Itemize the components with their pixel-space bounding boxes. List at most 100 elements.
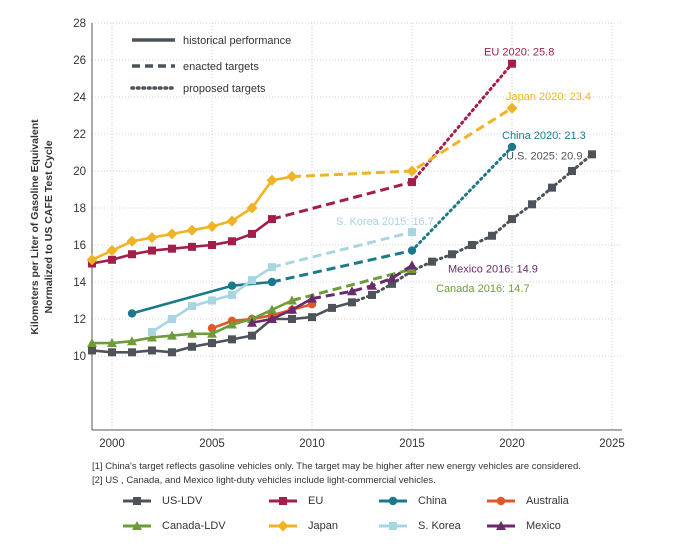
data-point xyxy=(106,245,118,257)
style-key-solid-label: historical performance xyxy=(183,35,291,47)
data-point xyxy=(247,317,257,327)
data-point xyxy=(248,276,256,285)
data-point xyxy=(286,171,298,183)
data-point xyxy=(267,277,277,287)
annotation-label: Canada 2016: 14.7 xyxy=(436,283,530,295)
data-point xyxy=(208,296,216,305)
data-point xyxy=(448,250,456,259)
data-point xyxy=(428,257,436,266)
data-point xyxy=(207,328,217,338)
x-tick-label: 2010 xyxy=(299,438,325,450)
data-point xyxy=(468,241,476,249)
data-point xyxy=(167,330,177,340)
annotation-label: Japan 2020: 23.4 xyxy=(506,91,591,103)
data-point xyxy=(227,319,237,329)
data-point xyxy=(128,348,136,357)
data-point xyxy=(268,263,276,272)
data-point xyxy=(208,241,216,249)
data-point xyxy=(168,315,176,323)
data-point xyxy=(108,348,116,357)
x-tick-label: 2020 xyxy=(499,438,525,450)
y-tick-label: 20 xyxy=(73,166,86,178)
data-point xyxy=(246,202,258,214)
y-tick-label: 28 xyxy=(73,18,86,30)
y-tick-label: 12 xyxy=(73,314,86,326)
data-point xyxy=(248,331,256,340)
annotation-label: China 2020: 21.3 xyxy=(502,130,586,142)
y-axis-subtitle: Normalized to US CAFE Test Cycle xyxy=(43,140,55,313)
annotation-label: EU 2020: 25.8 xyxy=(484,47,554,59)
x-tick-label: 2005 xyxy=(199,438,225,450)
series-line-solid xyxy=(251,297,313,324)
data-point xyxy=(248,229,256,238)
data-point xyxy=(228,290,236,299)
y-tick-label: 26 xyxy=(73,55,86,67)
data-point xyxy=(166,228,178,240)
x-tick-label: 2025 xyxy=(599,438,625,450)
y-tick-label: 22 xyxy=(73,129,86,141)
data-point xyxy=(528,200,536,209)
footnote-2: [2] US , Canada, and Mexico light-duty v… xyxy=(92,475,436,486)
data-point xyxy=(168,244,176,253)
data-point xyxy=(588,150,596,159)
data-point xyxy=(368,290,376,299)
data-point xyxy=(507,142,517,152)
data-point xyxy=(88,346,96,355)
data-point xyxy=(387,273,397,283)
data-point xyxy=(188,342,196,351)
data-point xyxy=(188,242,196,251)
series-line-dotted xyxy=(410,145,514,253)
y-tick-label: 16 xyxy=(73,240,86,252)
data-point xyxy=(146,232,158,244)
data-point xyxy=(148,346,156,355)
data-point xyxy=(127,336,137,346)
data-point xyxy=(308,313,316,322)
data-point xyxy=(126,235,138,247)
data-point xyxy=(508,59,516,68)
data-point xyxy=(228,237,236,246)
data-point xyxy=(148,246,156,255)
data-point xyxy=(127,309,137,318)
data-point xyxy=(228,335,236,344)
data-point xyxy=(288,315,296,323)
data-point xyxy=(307,293,317,303)
data-point xyxy=(207,324,217,333)
y-tick-label: 24 xyxy=(73,92,86,104)
data-point xyxy=(408,228,416,237)
data-point xyxy=(287,295,297,305)
y-tick-label: 14 xyxy=(73,277,86,289)
series-line-dashed xyxy=(271,180,413,221)
data-point xyxy=(407,260,417,270)
data-point xyxy=(188,302,196,311)
data-point xyxy=(206,221,218,232)
x-tick-label: 2000 xyxy=(99,438,125,450)
data-point xyxy=(107,338,117,348)
annotation-label: Mexico 2016: 14.9 xyxy=(448,263,538,275)
data-point xyxy=(407,246,417,255)
data-point xyxy=(147,332,157,342)
style-key-dotted-label: proposed targets xyxy=(183,83,266,95)
y-axis-title: Kilometers per Liter of Gasoline Equival… xyxy=(29,119,41,335)
data-point xyxy=(508,215,516,224)
data-point xyxy=(86,254,98,266)
series-line-dashed xyxy=(271,249,413,284)
series-japan xyxy=(86,102,518,266)
series-china xyxy=(127,142,517,318)
data-point xyxy=(506,102,518,114)
data-point xyxy=(186,224,198,236)
data-point xyxy=(348,298,356,307)
data-point xyxy=(267,314,277,323)
footnote-1: [1] China's target reflects gasoline veh… xyxy=(92,461,581,472)
series-s-korea xyxy=(148,228,416,336)
data-point xyxy=(128,250,136,259)
data-point xyxy=(488,231,496,240)
data-point xyxy=(227,281,237,290)
data-point xyxy=(367,280,377,290)
data-point xyxy=(388,279,396,288)
data-point xyxy=(287,304,297,314)
series-line-dashed xyxy=(291,106,513,179)
annotation-label: U.S. 2025: 20.9 xyxy=(506,150,582,162)
data-point xyxy=(226,215,238,227)
series-line-dashed xyxy=(271,230,413,269)
